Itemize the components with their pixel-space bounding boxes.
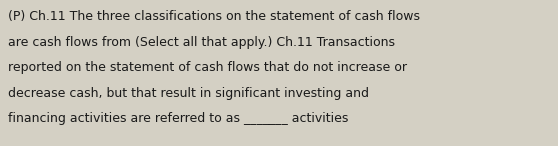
Text: financing activities are referred to as _______ activities: financing activities are referred to as … — [8, 112, 349, 125]
Text: decrease cash, but that result in significant investing and: decrease cash, but that result in signif… — [8, 87, 369, 100]
Text: reported on the statement of cash flows that do not increase or: reported on the statement of cash flows … — [8, 61, 407, 74]
Text: are cash flows from (Select all that apply.) Ch.11 Transactions: are cash flows from (Select all that app… — [8, 36, 396, 49]
Text: (P) Ch.11 The three classifications on the statement of cash flows: (P) Ch.11 The three classifications on t… — [8, 10, 420, 23]
